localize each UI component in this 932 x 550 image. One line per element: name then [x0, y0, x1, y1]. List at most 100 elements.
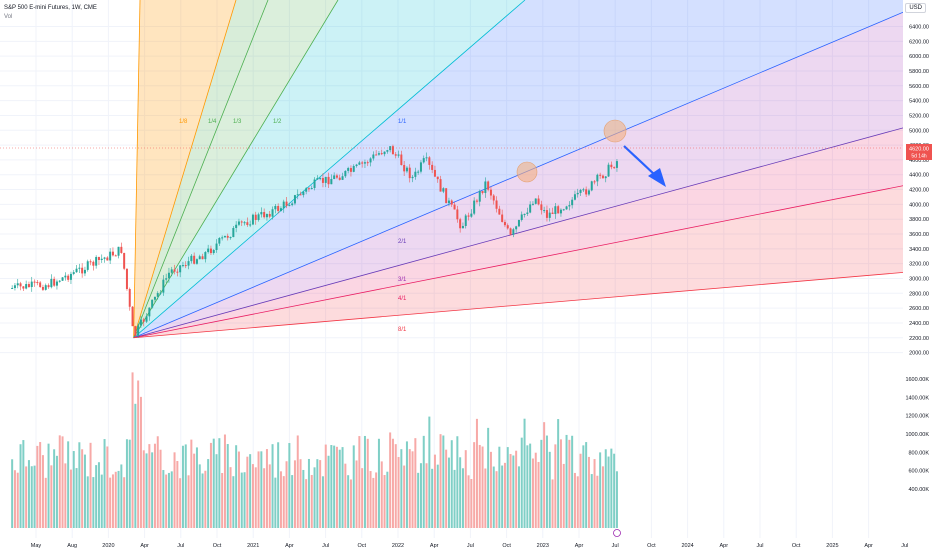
volume-bar [39, 442, 42, 528]
fan-ray [133, 179, 932, 339]
volume-bar [599, 452, 602, 528]
time-tick-label: Oct [792, 543, 801, 549]
candle [363, 162, 366, 164]
volume-bar [55, 455, 58, 528]
fan-ray-label: 8/1 [398, 327, 407, 333]
volume-bar [198, 464, 201, 528]
projection-arrow-shaft [623, 145, 656, 176]
volume-bar [279, 471, 282, 528]
time-tick-label: 2022 [392, 543, 404, 549]
candle [475, 200, 478, 202]
volume-bar [417, 472, 420, 528]
fan-ray-label: 4/1 [398, 296, 407, 302]
candle [92, 261, 95, 266]
volume-bar [439, 434, 442, 528]
price-tick-label: 2800.00 [909, 291, 929, 297]
candle [369, 158, 372, 163]
volume-bar [321, 476, 324, 528]
volume-bar [394, 444, 397, 528]
volume-bar [503, 462, 506, 528]
volume-bar [548, 451, 551, 528]
candle [601, 175, 604, 179]
volume-bar [299, 459, 302, 528]
candle [30, 281, 33, 288]
volume-bar [89, 442, 92, 528]
candle [293, 195, 296, 204]
volume-bar [223, 434, 226, 528]
volume-bar [139, 396, 142, 528]
price-tick-label: 3600.00 [909, 232, 929, 238]
candle [13, 285, 16, 289]
volume-bar [153, 443, 156, 528]
candle [307, 188, 310, 190]
candle [75, 268, 78, 273]
volume-bar [540, 439, 543, 528]
currency-button[interactable]: USD [905, 3, 926, 13]
volume-bar [165, 474, 168, 528]
candle [55, 281, 58, 286]
volume-indicator-label[interactable]: Vol [4, 14, 13, 20]
volume-bar [274, 477, 277, 528]
candle [436, 176, 439, 180]
volume-bar [545, 435, 548, 528]
volume-bar [268, 464, 271, 528]
candle [148, 307, 151, 317]
candle [313, 179, 316, 189]
candle [509, 228, 512, 235]
volume-bar [167, 472, 170, 528]
candle [520, 214, 523, 220]
candle [72, 272, 75, 274]
price-tick-label: 4600.00 [909, 158, 929, 164]
candle [422, 158, 425, 163]
candle [464, 215, 467, 226]
volume-bar [293, 460, 296, 528]
volume-bar [316, 459, 319, 528]
volume-bar [559, 439, 562, 528]
volume-bar [543, 422, 546, 528]
candle [58, 280, 61, 282]
volume-bar [81, 449, 84, 528]
candle [545, 210, 548, 218]
candle [590, 181, 593, 191]
candle [139, 319, 142, 326]
candle [400, 154, 403, 166]
candle [134, 326, 137, 336]
candle [461, 225, 464, 229]
volume-bar [184, 444, 187, 528]
candle [251, 214, 254, 225]
volume-bar [601, 466, 604, 528]
volume-bar [117, 470, 120, 528]
volume-bar [159, 449, 162, 528]
events-icon[interactable] [613, 529, 621, 537]
volume-bar [576, 476, 579, 528]
candle [176, 271, 179, 273]
time-tick-label: Apr [720, 543, 729, 549]
candle [67, 275, 70, 280]
time-tick-label: Jul [322, 543, 329, 549]
volume-bar [72, 451, 75, 528]
volume-bar [195, 447, 198, 528]
touch-circle [516, 161, 538, 183]
candle [193, 255, 196, 264]
candle [582, 189, 585, 191]
volume-bar [333, 445, 336, 528]
candle [19, 283, 22, 287]
fan-ray-label: 1/2 [273, 119, 282, 125]
volume-bar [613, 453, 616, 528]
candle [288, 205, 291, 207]
volume-bar [607, 456, 610, 528]
candle [506, 225, 509, 229]
candle [268, 214, 271, 217]
symbol-title[interactable]: S&P 500 E-mini Futures, 1W, CME [4, 5, 97, 11]
volume-bar [33, 465, 36, 528]
fan-ray [133, 0, 269, 338]
volume-bar [587, 456, 590, 528]
candle [327, 176, 330, 185]
volume-bar [445, 449, 448, 528]
volume-bar [464, 450, 467, 528]
candle [585, 189, 588, 195]
volume-bar [251, 464, 254, 528]
volume-bar [207, 459, 210, 528]
